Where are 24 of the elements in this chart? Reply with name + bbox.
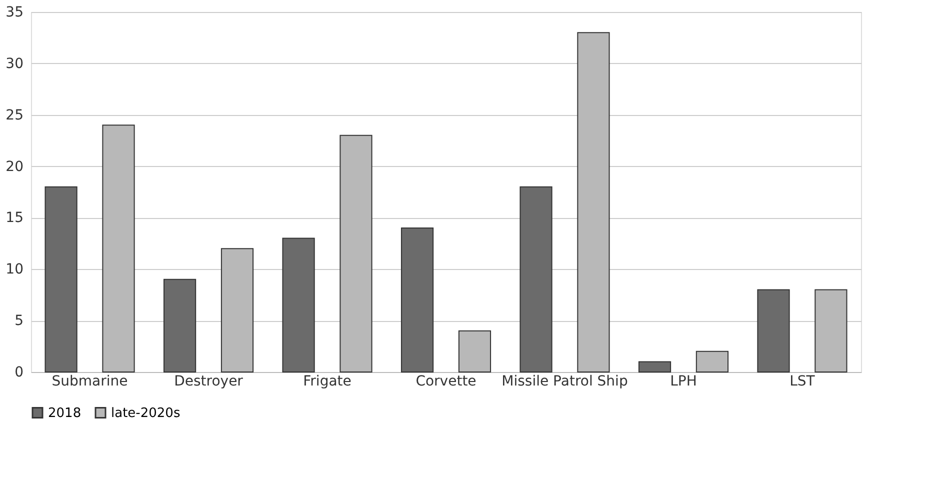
x-tick-label: Frigate (303, 374, 352, 390)
bar (757, 289, 790, 372)
legend-label: late-2020s (111, 406, 180, 421)
bar (282, 238, 315, 372)
x-tick-label: Destroyer (174, 374, 244, 390)
y-tick-label: 25 (6, 107, 24, 124)
y-tick-label: 30 (6, 56, 24, 72)
x-tick-label: LPH (670, 374, 697, 390)
y-tick-label: 35 (6, 4, 24, 20)
y-tick-label: 20 (6, 158, 24, 175)
legend-label: 2018 (48, 406, 82, 421)
bar (400, 228, 434, 372)
bar (44, 186, 78, 372)
y-tick-label: 15 (6, 210, 24, 226)
x-tick-label: Missile Patrol Ship (502, 374, 628, 390)
bar (163, 278, 196, 372)
bar (520, 186, 552, 372)
y-tick-label: 5 (14, 313, 24, 330)
x-tick-label: Submarine (52, 374, 128, 390)
y-tick-label: 10 (6, 262, 24, 278)
x-tick-label: LST (790, 374, 816, 390)
bar (638, 361, 672, 372)
x-tick-label: Corvette (416, 374, 476, 390)
y-tick-label: 0 (14, 364, 24, 380)
